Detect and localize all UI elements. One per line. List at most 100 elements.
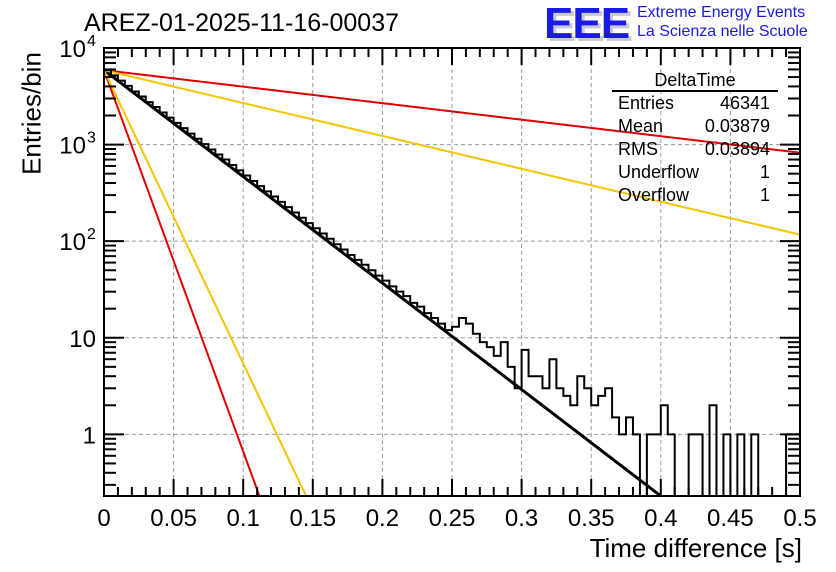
histogram-bin (382, 281, 389, 496)
stats-value: 0.03879 (704, 116, 770, 136)
histogram-bin (215, 154, 222, 496)
histogram-bin (375, 276, 382, 496)
y-tick-exponent: 3 (87, 130, 96, 147)
y-tick-label: 10 (59, 36, 86, 63)
histogram-bin (424, 313, 431, 496)
eee-logo: EEE (544, 0, 630, 48)
x-tick-label: 0.45 (707, 505, 754, 532)
histogram-bin (355, 260, 362, 496)
logo-line-2: La Scienza nelle Scuole (637, 23, 808, 40)
x-tick-label: 0.2 (366, 505, 399, 532)
stats-value: 0.03894 (704, 139, 770, 159)
histogram-bin (480, 342, 487, 496)
histogram-bin (389, 286, 396, 496)
histogram-bin (591, 405, 598, 496)
fit-curve-yellow-steep (103, 69, 307, 497)
histogram-bin (605, 388, 612, 496)
fit-curve-fit (103, 68, 662, 498)
histogram-bin (341, 249, 348, 496)
histogram-bin (445, 330, 452, 496)
x-tick-label: 0.05 (150, 505, 197, 532)
histogram (103, 69, 801, 497)
histogram-outline (103, 69, 801, 497)
histogram-bin (348, 255, 355, 496)
x-tick-label: 0.3 (505, 505, 538, 532)
histogram-bin (264, 191, 271, 496)
histogram-bin (661, 405, 668, 496)
histogram-bin (313, 228, 320, 496)
stats-label: Underflow (618, 162, 700, 182)
stats-row: Underflow 1 (612, 161, 778, 184)
histogram-bin (396, 292, 403, 496)
histogram-bin (153, 107, 160, 496)
histogram-bin (563, 396, 570, 496)
histogram-bin (160, 112, 167, 496)
stats-row: Mean 0.03879 (612, 115, 778, 138)
histogram-bin (668, 434, 675, 496)
histogram-bin (612, 417, 619, 496)
y-tick-label: 10 (59, 229, 86, 256)
histogram-bin (327, 239, 334, 496)
histogram-bin (257, 186, 264, 496)
x-tick-label: 0.1 (227, 505, 260, 532)
histogram-bin (522, 350, 529, 496)
histogram-bin (208, 149, 215, 496)
x-tick-label: 0.25 (429, 505, 476, 532)
histogram-bin (431, 318, 438, 496)
histogram-bin (487, 347, 494, 496)
stats-row: RMS 0.03894 (612, 138, 778, 161)
axes: 0 0.05 0.1 0.15 0.2 0.25 0.3 0.35 0.4 0.45 0.5 1 10 1… (59, 33, 816, 532)
stats-label: Mean (618, 116, 664, 136)
histogram-bin (194, 139, 201, 496)
stats-label: RMS (618, 139, 658, 159)
histogram-bin (494, 356, 501, 496)
y-tick-exponent: 2 (87, 226, 96, 243)
histogram-bin (549, 359, 556, 496)
histogram-bin (201, 144, 208, 496)
histogram-bin (167, 118, 174, 496)
histogram-bin (292, 213, 299, 496)
histogram-bin (250, 181, 257, 496)
histogram-bin (515, 388, 522, 496)
fit-curve-red-steep (103, 69, 261, 497)
stats-value: 1 (759, 162, 770, 182)
histogram-bin (181, 128, 188, 496)
x-tick-label: 0.5 (783, 505, 816, 532)
grid (104, 48, 800, 496)
histogram-bin (410, 303, 417, 496)
logo-text: Extreme Energy Events La Scienza nelle S… (637, 3, 808, 41)
y-tick-exponent: 4 (87, 33, 96, 50)
stats-label: Entries (618, 93, 675, 113)
histogram-bin (710, 405, 717, 496)
histogram-bin (320, 234, 327, 496)
x-axis-label: Time difference [s] (589, 533, 802, 563)
chart-title: AREZ-01-2025-11-16-00037 (84, 9, 400, 37)
histogram-bin (633, 434, 640, 496)
stats-box: DeltaTime Entries 46341 Mean 0.03879 RMS 0.… (612, 70, 778, 207)
y-tick-label: 10 (69, 326, 96, 353)
fit-curve-yellow-shallow (103, 69, 801, 236)
histogram-bin (229, 165, 236, 496)
stats-row: Entries 46341 (612, 92, 778, 115)
histogram-bin (737, 434, 744, 496)
histogram-bin (334, 244, 341, 496)
histogram-bin (111, 75, 118, 496)
y-tick-label: 1 (83, 422, 96, 449)
stats-label: Overflow (618, 185, 690, 205)
y-tick-label: 10 (59, 133, 86, 160)
stats-title: DeltaTime (612, 70, 778, 92)
fit-lines (103, 68, 801, 498)
histogram-bin (104, 70, 111, 496)
histogram-bin (452, 327, 459, 496)
histogram-bin (626, 417, 633, 496)
histogram-bin (306, 223, 313, 496)
x-tick-label: 0.35 (568, 505, 615, 532)
histogram-bin (508, 367, 515, 496)
histogram-bin (654, 434, 661, 496)
histogram-bin (299, 218, 306, 496)
histogram-bin (501, 342, 508, 496)
x-tick-label: 0.15 (289, 505, 336, 532)
histogram-bin (689, 434, 696, 496)
histogram-bin (556, 388, 563, 496)
